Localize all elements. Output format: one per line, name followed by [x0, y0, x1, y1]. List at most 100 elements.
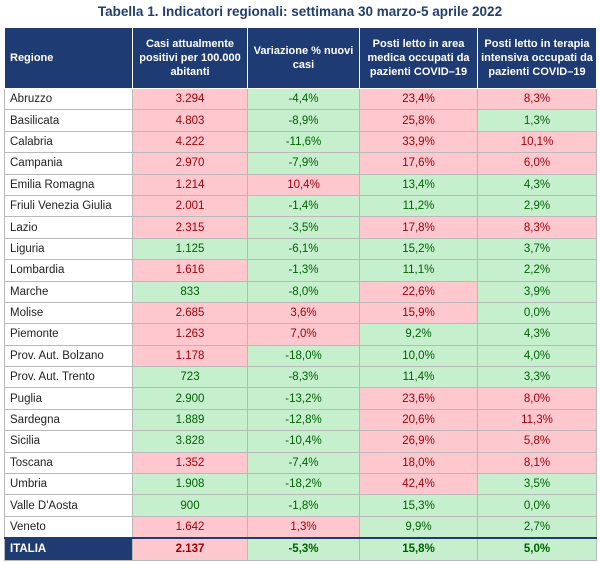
region-name: Puglia: [4, 387, 133, 410]
table-row: Basilicata 4.803 -8,9% 25,8% 1,3%: [4, 109, 597, 132]
cell-terapia-intensiva: 0,0%: [477, 301, 597, 325]
region-name: Marche: [4, 280, 133, 303]
cell-casi-positivi: 1.908: [132, 473, 248, 496]
table-row: Campania 2.970 -7,9% 17,6% 6,0%: [4, 152, 597, 175]
header-variazione: Variazione % nuovi casi: [247, 27, 360, 89]
cell-casi-positivi: 2.970: [132, 152, 248, 175]
table-row: Puglia 2.900 -13,2% 23,6% 8,0%: [4, 387, 597, 410]
table-row: Prov. Aut. Trento 723 -8,3% 11,4% 3,3%: [4, 366, 597, 389]
region-name: Toscana: [4, 451, 133, 475]
cell-terapia-intensiva: 2,9%: [477, 194, 597, 218]
region-name: Molise: [4, 301, 133, 325]
table-title: Tabella 1. Indicatori regionali: settima…: [97, 4, 503, 19]
cell-terapia-intensiva: 8,3%: [477, 87, 597, 111]
table-row: Emilia Romagna 1.214 10,4% 13,4% 4,3%: [4, 173, 597, 196]
header-terapia-intensiva: Posti letto in terapia intensiva occupat…: [477, 27, 597, 89]
cell-casi-positivi: 1.125: [132, 237, 248, 261]
region-name: Sicilia: [4, 430, 133, 453]
table-row: Lombardia 1.616 -1,3% 11,1% 2,2%: [4, 259, 597, 282]
cell-variazione: 1,3%: [247, 515, 360, 539]
cell-area-medica: 23,4%: [359, 87, 478, 111]
cell-area-medica: 33,9%: [359, 130, 478, 154]
cell-terapia-intensiva: 8,1%: [477, 451, 597, 475]
cell-casi-positivi: 833: [132, 280, 248, 303]
header-row: Regione Casi attualmente positivi per 10…: [4, 27, 597, 89]
regional-indicators-table: Regione Casi attualmente positivi per 10…: [4, 27, 597, 561]
region-name: Abruzzo: [4, 87, 133, 111]
table-row: Lazio 2.315 -3,5% 17,8% 8,3%: [4, 216, 597, 239]
cell-variazione: -11,6%: [247, 130, 360, 154]
cell-variazione: 7,0%: [247, 323, 360, 346]
header-area-medica: Posti letto in area medica occupati da p…: [359, 27, 478, 89]
cell-area-medica: 10,0%: [359, 344, 478, 368]
table-row: Liguria 1.125 -6,1% 15,2% 3,7%: [4, 237, 597, 261]
cell-area-medica: 9,9%: [359, 515, 478, 539]
cell-terapia-intensiva: 3,7%: [477, 237, 597, 261]
cell-terapia-intensiva: 8,3%: [477, 216, 597, 239]
region-name: Umbria: [4, 473, 133, 496]
table-row: Calabria 4.222 -11,6% 33,9% 10,1%: [4, 130, 597, 154]
cell-casi-positivi: 1.616: [132, 259, 248, 282]
cell-variazione: -1,8%: [247, 494, 360, 517]
cell-variazione: 3,6%: [247, 301, 360, 325]
table-row: Sardegna 1.889 -12,8% 20,6% 11,3%: [4, 408, 597, 432]
cell-area-medica: 15,9%: [359, 301, 478, 325]
cell-variazione: -8,9%: [247, 109, 360, 132]
cell-casi-positivi: 3.828: [132, 430, 248, 453]
cell-terapia-intensiva: 3,9%: [477, 280, 597, 303]
cell-terapia-intensiva: 1,3%: [477, 109, 597, 132]
table-row: Friuli Venezia Giulia 2.001 -1,4% 11,2% 2,9%: [4, 194, 597, 218]
cell-casi-positivi: 2.001: [132, 194, 248, 218]
table-row: Prov. Aut. Bolzano 1.178 -18,0% 10,0% 4,0%: [4, 344, 597, 368]
cell-variazione: 10,4%: [247, 173, 360, 196]
cell-variazione: -8,3%: [247, 366, 360, 389]
cell-terapia-intensiva: 5,0%: [477, 537, 597, 561]
cell-area-medica: 26,9%: [359, 430, 478, 453]
region-name: Basilicata: [4, 109, 133, 132]
table-row: Marche 833 -8,0% 22,6% 3,9%: [4, 280, 597, 303]
cell-variazione: -12,8%: [247, 408, 360, 432]
cell-area-medica: 42,4%: [359, 473, 478, 496]
cell-variazione: -13,2%: [247, 387, 360, 410]
table-row: Sicilia 3.828 -10,4% 26,9% 5,8%: [4, 430, 597, 453]
region-name: Lazio: [4, 216, 133, 239]
region-name: ITALIA: [4, 537, 133, 561]
region-name: Liguria: [4, 237, 133, 261]
region-name: Emilia Romagna: [4, 173, 133, 196]
header-casi-positivi: Casi attualmente positivi per 100.000 ab…: [132, 27, 248, 89]
table-row: Molise 2.685 3,6% 15,9% 0,0%: [4, 301, 597, 325]
region-name: Veneto: [4, 515, 133, 539]
cell-casi-positivi: 2.685: [132, 301, 248, 325]
region-name: Sardegna: [4, 408, 133, 432]
cell-variazione: -3,5%: [247, 216, 360, 239]
cell-variazione: -4,4%: [247, 87, 360, 111]
cell-variazione: -1,3%: [247, 259, 360, 282]
cell-terapia-intensiva: 11,3%: [477, 408, 597, 432]
cell-variazione: -5,3%: [247, 537, 360, 561]
table-row: Toscana 1.352 -7,4% 18,0% 8,1%: [4, 451, 597, 475]
cell-terapia-intensiva: 2,7%: [477, 515, 597, 539]
cell-area-medica: 11,4%: [359, 366, 478, 389]
cell-casi-positivi: 3.294: [132, 87, 248, 111]
region-name: Prov. Aut. Trento: [4, 366, 133, 389]
cell-casi-positivi: 4.803: [132, 109, 248, 132]
table-row: Valle D'Aosta 900 -1,8% 15,3% 0,0%: [4, 494, 597, 517]
cell-area-medica: 23,6%: [359, 387, 478, 410]
cell-casi-positivi: 4.222: [132, 130, 248, 154]
cell-terapia-intensiva: 5,8%: [477, 430, 597, 453]
cell-variazione: -18,2%: [247, 473, 360, 496]
cell-casi-positivi: 2.137: [132, 537, 248, 561]
cell-area-medica: 15,8%: [359, 537, 478, 561]
cell-area-medica: 15,2%: [359, 237, 478, 261]
table-body: Abruzzo 3.294 -4,4% 23,4% 8,3% Basilicata 4.80…: [4, 87, 597, 561]
cell-area-medica: 13,4%: [359, 173, 478, 196]
cell-casi-positivi: 1.352: [132, 451, 248, 475]
total-row: ITALIA 2.137 -5,3% 15,8% 5,0%: [4, 537, 597, 561]
cell-casi-positivi: 1.642: [132, 515, 248, 539]
region-name: Valle D'Aosta: [4, 494, 133, 517]
table-row: Piemonte 1.263 7,0% 9,2% 4,3%: [4, 323, 597, 346]
table-row: Umbria 1.908 -18,2% 42,4% 3,5%: [4, 473, 597, 496]
region-name: Lombardia: [4, 259, 133, 282]
cell-terapia-intensiva: 0,0%: [477, 494, 597, 517]
cell-terapia-intensiva: 2,2%: [477, 259, 597, 282]
